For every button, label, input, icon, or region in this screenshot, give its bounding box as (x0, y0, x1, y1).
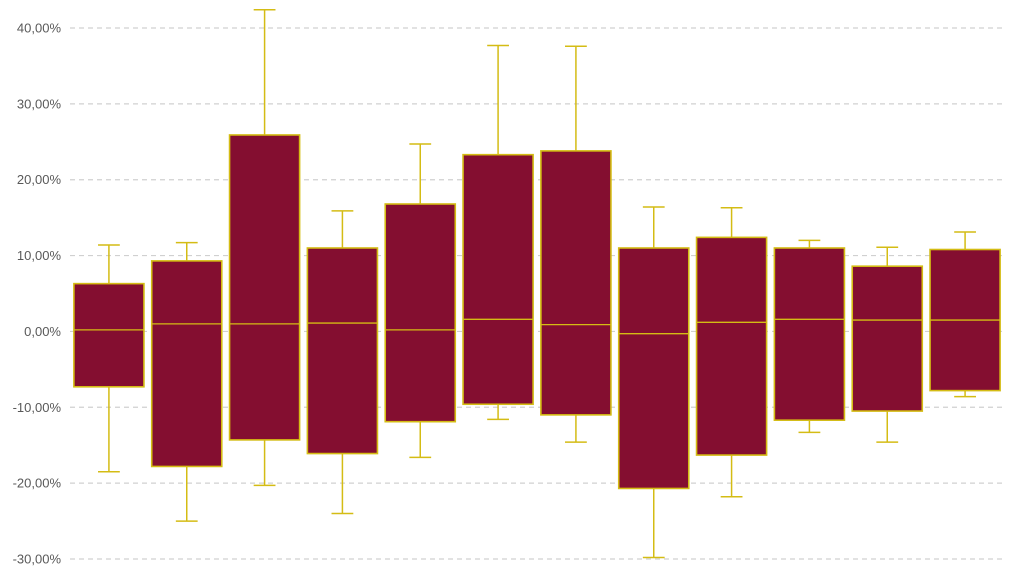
box-10 (773, 239, 846, 434)
box-body (540, 150, 612, 416)
box-5 (384, 143, 457, 459)
y-tick-label: 20,00% (17, 172, 62, 187)
grid-layer (70, 27, 1004, 560)
y-tick-label: 10,00% (17, 248, 62, 263)
box-3 (228, 9, 301, 487)
y-tick-label: -20,00% (13, 476, 62, 491)
box-body (150, 260, 223, 468)
y-tick-label: -10,00% (13, 400, 62, 415)
box-body (773, 247, 846, 421)
box-body (73, 282, 145, 388)
box-body (617, 247, 690, 490)
box-8 (617, 206, 690, 559)
boxes-layer (73, 9, 1001, 559)
box-7 (540, 45, 612, 443)
box-body (695, 236, 768, 456)
box-12 (929, 231, 1001, 398)
y-tick-label: 40,00% (17, 21, 62, 36)
box-body (851, 265, 924, 412)
box-1 (73, 244, 145, 473)
box-9 (695, 207, 768, 498)
box-body (306, 247, 379, 455)
box-6 (462, 44, 534, 421)
box-2 (150, 241, 223, 522)
y-tick-label: -30,00% (13, 552, 62, 567)
y-tick-label: 30,00% (17, 96, 62, 111)
y-axis-tick-labels: -30,00% -20,00% -10,00% 0,00% 10,00% 20,00% 30… (13, 21, 62, 567)
box-4 (306, 210, 379, 515)
box-body (228, 134, 301, 441)
box-body (384, 203, 457, 423)
y-tick-label: 0,00% (24, 324, 61, 339)
box-11 (851, 246, 924, 443)
box-body (462, 153, 534, 406)
